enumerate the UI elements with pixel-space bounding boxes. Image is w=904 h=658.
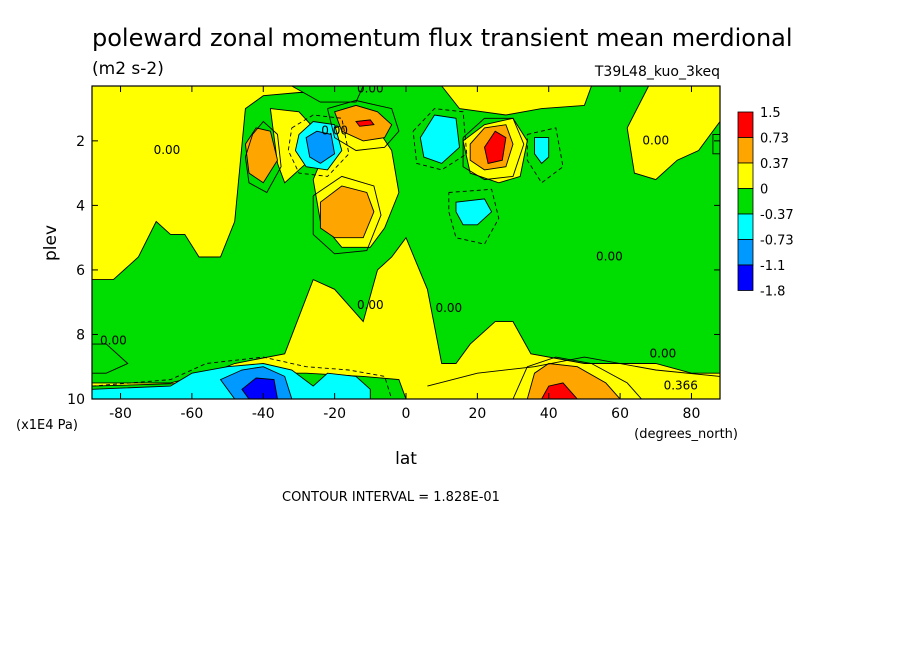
x-axis-units: (degrees_north) [634,427,738,442]
contour-region-22 [241,377,278,399]
x-tick-label-3: -20 [323,406,346,422]
contour-line-1 [312,175,382,255]
plot-area: 0.00 0.00 0.00 0.00 0.00 0.00 0.00 0.00 0.00 0.36… [92,82,720,399]
contour-region-17 [419,114,460,164]
contour-region-16 [305,130,336,164]
x-tick-label-8: 80 [683,406,701,422]
contour-label-0: 0.00 [357,82,384,96]
x-tick-label-5: 20 [468,406,486,422]
legend-swatch-5 [737,239,754,266]
contour-label-1: 0.00 [321,124,348,138]
x-tick-label-4: 0 [402,406,411,422]
contour-region-24 [541,382,578,399]
contour-label-6: 0.00 [435,301,462,315]
contour-region-14 [484,130,507,164]
y-tick-label-2: 6 [76,263,85,279]
legend-swatch-4 [737,213,754,240]
legend-swatch-6 [737,264,754,291]
x-tick-label-0: -80 [109,406,132,422]
contour-line-3 [462,117,525,181]
y-tick-label-0: 2 [76,134,85,150]
contour-label-layer: 0.00 0.00 0.00 0.00 0.00 0.00 0.00 0.00 0.00 0.36… [100,82,698,393]
y-tick-label-3: 8 [76,327,85,343]
contour-label-2: 0.00 [154,143,181,157]
contour-label-3: 0.00 [642,133,669,147]
contour-region-10 [319,185,375,239]
contour-line-layer [92,100,720,399]
contour-region-19 [455,198,493,226]
legend-swatch-0 [737,111,754,138]
chart-title: poleward zonal momentum flux transient m… [92,24,793,52]
run-label: T39L48_kuo_3keq [594,64,720,80]
contour-line-6 [448,188,500,245]
contour-label-7: 0.00 [100,333,127,347]
contour-line-9 [427,356,720,387]
legend-swatch-2 [737,162,754,189]
contour-line-2 [327,100,400,151]
contour-region-12 [355,119,375,127]
y-axis-units: (x1E4 Pa) [16,418,78,433]
x-tick-label-7: 60 [611,406,629,422]
contour-fill-layer [92,86,720,399]
contour-interval-note: CONTOUR INTERVAL = 1.828E-01 [282,490,500,505]
legend-label-0: 1.5 [760,106,781,121]
x-axis: -80 -60 -40 -20 0 20 40 60 80 [109,86,700,422]
x-tick-label-6: 40 [540,406,558,422]
y-tick-label-4: 10 [67,392,85,408]
contour-label-8: 0.00 [650,346,677,360]
contour-label-4: 0.00 [596,250,623,264]
legend-swatch-1 [737,137,754,164]
legend-label-3: 0 [760,183,768,198]
contour-region-7 [712,133,720,155]
contour-region-9 [244,127,278,184]
x-tick-label-2: -40 [252,406,275,422]
contour-line-8 [92,356,393,399]
y-axis: 2 4 6 8 10 [67,134,720,408]
legend-label-1: 0.73 [760,132,789,147]
color-legend: 1.5 0.73 0.37 0 -0.37 -0.73 -1.1 -1.8 [737,106,794,300]
contour-line-4 [287,114,350,177]
contour-line-5 [412,108,468,171]
y-tick-label-1: 4 [76,198,85,214]
legend-label-2: 0.37 [760,157,789,172]
legend-swatch-3 [737,188,754,215]
contour-region-5 [92,343,129,374]
contour-region-6 [290,86,364,103]
x-axis-label: lat [395,449,417,469]
contour-line-10 [512,356,642,399]
contour-line-7 [526,127,564,184]
contour-label-9: 0.366 [664,379,698,393]
contour-region-18 [534,137,550,165]
legend-label-7: -1.8 [760,285,785,300]
legend-label-5: -0.73 [760,234,794,249]
chart-subtitle: (m2 s-2) [92,59,164,79]
legend-label-4: -0.37 [760,208,794,223]
y-axis-label: plev [41,225,61,261]
contour-line-0 [244,120,282,194]
contour-region-4 [626,86,720,181]
contour-label-5: 0.00 [357,298,384,312]
legend-label-6: -1.1 [760,259,785,274]
x-tick-label-1: -60 [180,406,203,422]
